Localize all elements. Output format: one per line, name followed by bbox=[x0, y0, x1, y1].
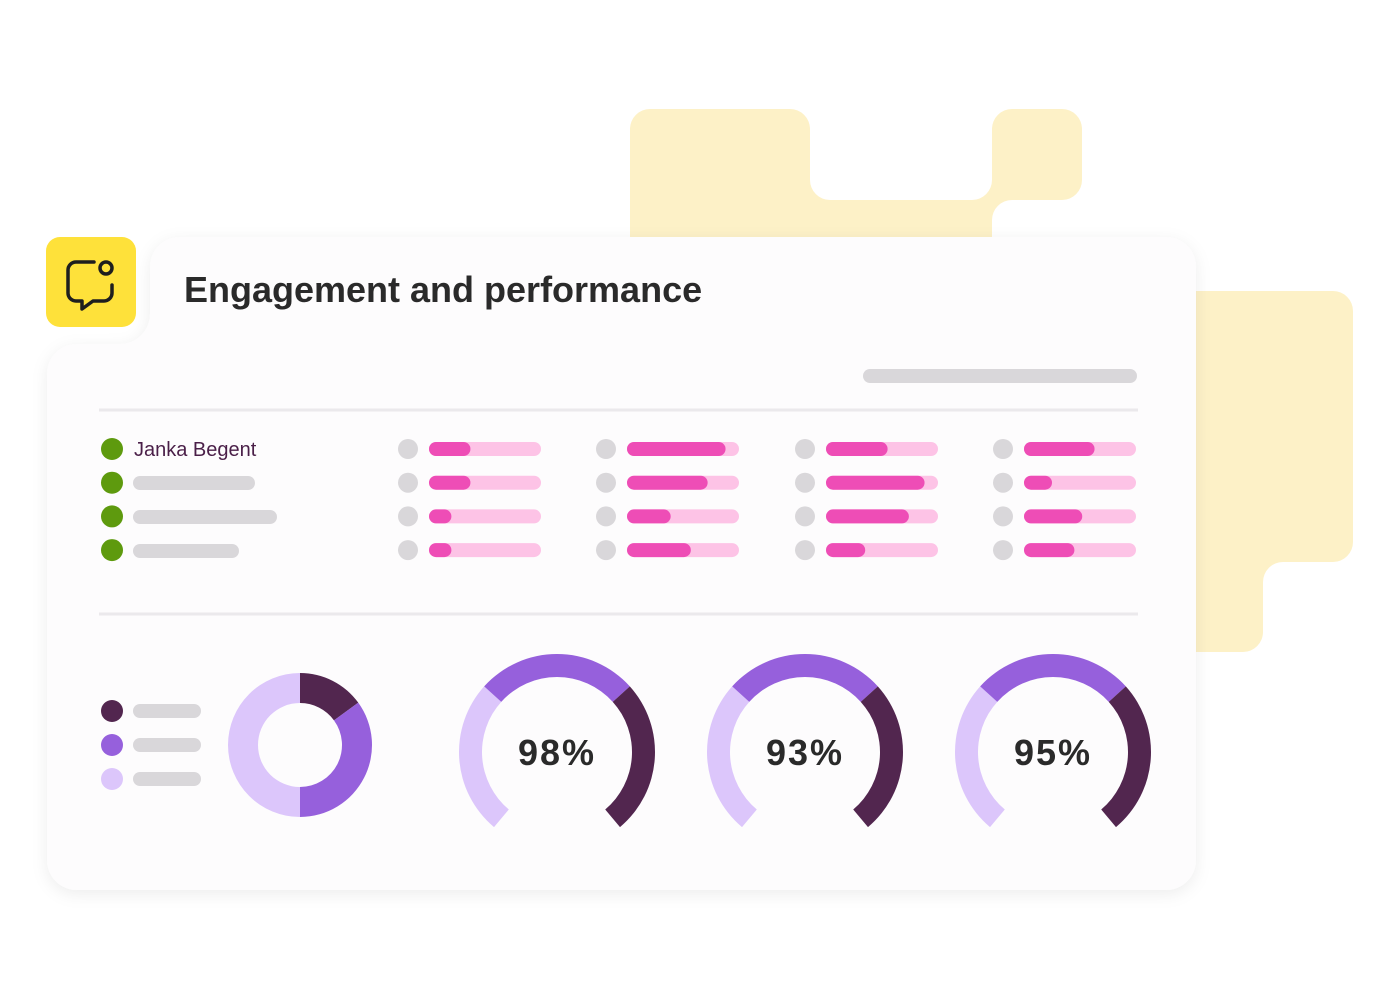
bar bbox=[429, 543, 452, 558]
donut-segment bbox=[228, 673, 300, 817]
avatar-dot bbox=[993, 506, 1013, 527]
avatar-dot bbox=[398, 540, 418, 561]
background-shape bbox=[630, 109, 1082, 260]
status-dot bbox=[101, 505, 123, 528]
avatar-dot bbox=[993, 439, 1013, 459]
bar bbox=[627, 543, 691, 558]
placeholder bbox=[133, 510, 277, 524]
bar bbox=[429, 442, 471, 456]
bar bbox=[1024, 509, 1083, 524]
gauge-arc bbox=[732, 654, 878, 702]
bar bbox=[627, 442, 726, 456]
card bbox=[47, 237, 1196, 890]
avatar-dot bbox=[596, 472, 616, 493]
bar bbox=[429, 509, 452, 524]
gauge-arc bbox=[955, 686, 1005, 828]
bar bbox=[826, 509, 909, 524]
title: Engagement and performance bbox=[184, 269, 702, 310]
bar-track bbox=[429, 543, 541, 558]
avatar-dot bbox=[993, 472, 1013, 493]
avatar-dot bbox=[596, 439, 616, 459]
donut-segment bbox=[300, 673, 359, 721]
chat-icon bbox=[66, 260, 114, 311]
gauge-arc bbox=[1101, 686, 1151, 828]
bar bbox=[627, 509, 671, 524]
status-dot bbox=[101, 539, 123, 562]
donut-segment bbox=[300, 702, 373, 817]
bar bbox=[1024, 442, 1095, 456]
bar bbox=[826, 543, 866, 558]
avatar-dot bbox=[398, 506, 418, 527]
gauge-arc bbox=[459, 686, 509, 828]
avatar-dot bbox=[398, 472, 418, 493]
avatar-dot bbox=[596, 506, 616, 527]
background-shape bbox=[1150, 291, 1353, 652]
placeholder bbox=[133, 738, 201, 752]
bar bbox=[627, 475, 708, 490]
gauge-arc bbox=[853, 686, 903, 828]
legend-dot bbox=[101, 734, 123, 756]
avatar-dot bbox=[398, 439, 418, 459]
placeholder bbox=[133, 476, 255, 490]
legend-dot bbox=[101, 768, 123, 790]
avatar-dot bbox=[795, 540, 815, 561]
legend-dot bbox=[101, 700, 123, 722]
status-dot bbox=[101, 438, 123, 460]
bar-track bbox=[429, 509, 541, 524]
placeholder bbox=[863, 369, 1137, 383]
avatar-dot bbox=[795, 439, 815, 459]
icon-tile bbox=[46, 237, 136, 327]
bar bbox=[429, 475, 471, 490]
placeholder bbox=[133, 772, 201, 786]
person-name: Janka Begent bbox=[134, 439, 257, 461]
status-dot bbox=[101, 471, 123, 494]
gauge-arc bbox=[707, 686, 757, 828]
bar bbox=[826, 475, 925, 490]
avatar-dot bbox=[795, 506, 815, 527]
gauge-label: 93% bbox=[766, 732, 844, 773]
bar bbox=[1024, 543, 1075, 558]
gauge-arc bbox=[605, 686, 655, 828]
bar bbox=[1024, 475, 1052, 490]
bar bbox=[826, 442, 888, 456]
placeholder bbox=[133, 544, 239, 558]
gauge-arc bbox=[484, 653, 630, 702]
gauge-arc bbox=[980, 653, 1126, 702]
bar-track bbox=[1024, 475, 1136, 490]
gauge-label: 95% bbox=[1014, 732, 1092, 773]
avatar-dot bbox=[993, 540, 1013, 561]
placeholder bbox=[133, 704, 201, 718]
avatar-dot bbox=[795, 472, 815, 493]
avatar-dot bbox=[596, 540, 616, 561]
gauge-label: 98% bbox=[518, 732, 596, 773]
